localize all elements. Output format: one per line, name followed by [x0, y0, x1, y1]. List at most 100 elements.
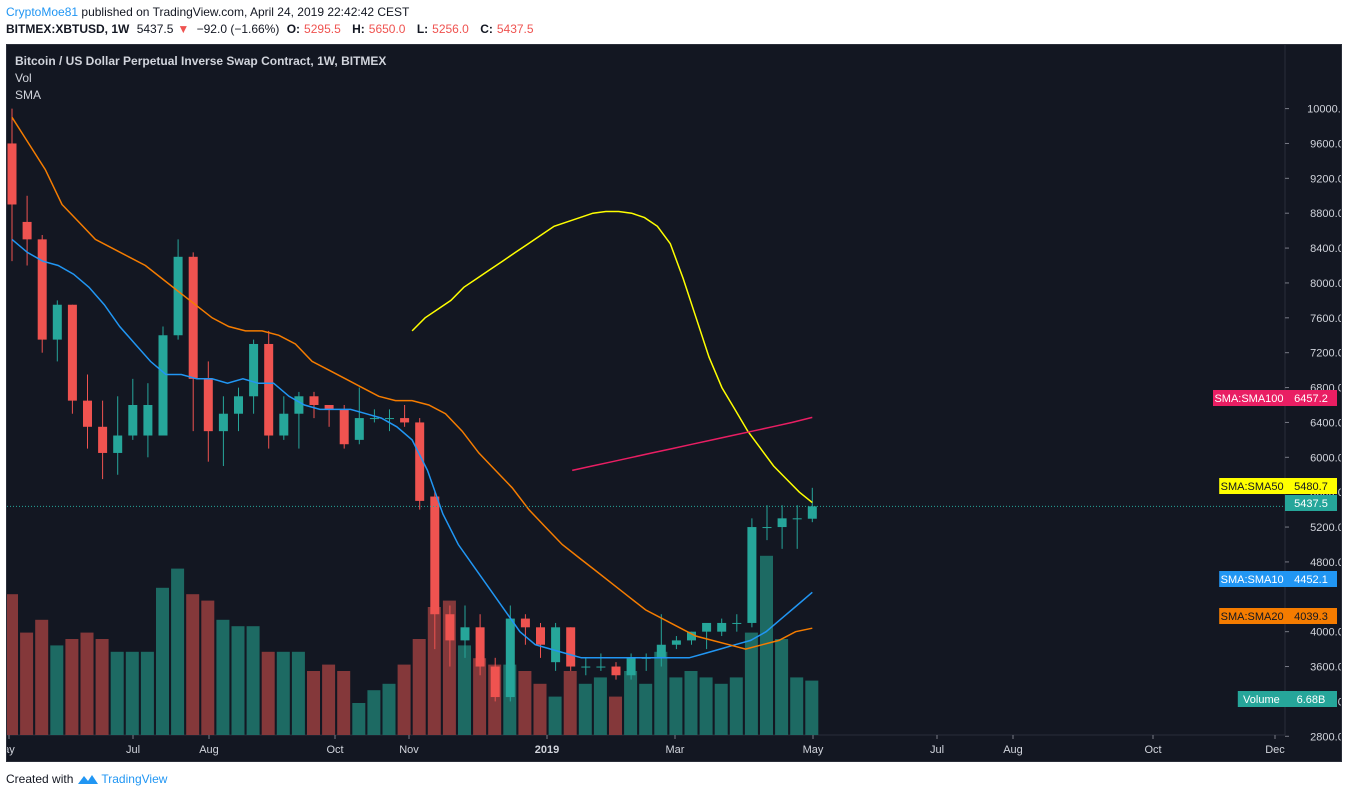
low-label: L:	[416, 22, 429, 36]
close-value: 5437.5	[496, 22, 534, 36]
candle[interactable]	[309, 396, 319, 405]
volume-bar	[729, 677, 743, 735]
chart-panel[interactable]: 10000.0 9600.0 9200.0 8800.0 8400.0 8000.0 760…	[6, 44, 1342, 762]
candle[interactable]	[536, 627, 545, 645]
candle[interactable]	[173, 256, 183, 336]
candle[interactable]	[732, 622, 742, 624]
candle[interactable]	[415, 422, 425, 501]
candle[interactable]	[7, 143, 17, 205]
x-tick-label: Dec	[1265, 744, 1285, 756]
candle[interactable]	[475, 627, 485, 667]
candle[interactable]	[67, 304, 77, 401]
candle[interactable]	[626, 657, 636, 676]
volume-bar	[593, 677, 607, 735]
y-tick-label: 9600.0	[1310, 138, 1341, 150]
candle[interactable]	[234, 396, 243, 414]
candle[interactable]	[747, 527, 757, 623]
series-name-label: SMA:SMA10	[1221, 574, 1284, 586]
published-text: published on TradingView.com, April 24, …	[81, 5, 410, 19]
price-tag-label: 6457.2	[1294, 393, 1328, 405]
tradingview-logo[interactable]: TradingView	[77, 772, 167, 786]
candle[interactable]	[581, 666, 591, 668]
y-tick-label: 9200.0	[1310, 173, 1341, 185]
candle[interactable]	[339, 409, 349, 445]
volume-bar	[276, 651, 290, 735]
candle[interactable]	[566, 627, 576, 667]
candle[interactable]	[460, 627, 470, 641]
candle[interactable]	[385, 418, 394, 420]
sma-line	[411, 210, 813, 504]
candle[interactable]	[279, 413, 289, 436]
candle[interactable]	[249, 343, 259, 397]
candle[interactable]	[400, 418, 410, 423]
volume-bar	[261, 651, 275, 735]
candle[interactable]	[37, 239, 47, 340]
candle[interactable]	[294, 396, 304, 414]
candle[interactable]	[551, 627, 561, 663]
x-tick-label: 2019	[535, 744, 559, 756]
candle[interactable]	[505, 618, 515, 698]
author-link[interactable]: CryptoMoe81	[6, 5, 79, 19]
legend-vol[interactable]: Vol	[15, 71, 32, 85]
sma-line	[11, 116, 813, 650]
candle[interactable]	[717, 622, 727, 632]
candle[interactable]	[671, 640, 681, 645]
price-tag	[1285, 495, 1337, 511]
candle[interactable]	[807, 506, 817, 519]
series-name-tag	[1213, 390, 1285, 406]
price-tag	[1285, 478, 1337, 494]
y-tick-label: 8800.0	[1310, 208, 1341, 220]
candle[interactable]	[702, 622, 712, 632]
chart-legend: Bitcoin / US Dollar Perpetual Inverse Sw…	[15, 53, 386, 104]
candle[interactable]	[777, 518, 787, 528]
open-value: 5295.5	[304, 22, 341, 36]
candle[interactable]	[188, 256, 198, 379]
candle[interactable]	[445, 614, 455, 641]
x-tick-label: Oct	[1144, 744, 1161, 756]
candle[interactable]	[520, 618, 530, 628]
candle[interactable]	[218, 413, 228, 432]
volume-bar	[669, 677, 683, 735]
volume-bar	[337, 671, 351, 735]
price-tag-label: 4039.3	[1294, 611, 1328, 623]
candle[interactable]	[264, 343, 274, 436]
candle[interactable]	[128, 405, 138, 436]
sma-line	[572, 416, 813, 472]
y-tick-label: 4000.0	[1310, 627, 1341, 639]
volume-bar	[80, 632, 94, 735]
candle[interactable]	[203, 378, 213, 432]
candle[interactable]	[611, 666, 621, 676]
volume-bar	[397, 664, 411, 735]
candle[interactable]	[52, 304, 62, 340]
candle[interactable]	[762, 527, 772, 529]
candle[interactable]	[369, 418, 379, 420]
candle[interactable]	[490, 666, 500, 698]
series-name-label: SMA:SMA20	[1221, 611, 1284, 623]
volume-bar	[412, 639, 426, 735]
candle[interactable]	[143, 405, 153, 436]
high-label: H:	[352, 22, 365, 36]
candle[interactable]	[354, 418, 364, 440]
volume-bar	[624, 671, 638, 735]
volume-bar	[458, 645, 471, 735]
volume-bar	[518, 671, 532, 735]
volume-bar	[231, 626, 245, 735]
candle[interactable]	[792, 518, 802, 520]
candle[interactable]	[687, 631, 696, 641]
legend-sma[interactable]: SMA	[15, 88, 42, 102]
candle[interactable]	[430, 496, 440, 615]
candle[interactable]	[98, 426, 108, 453]
candle[interactable]	[656, 644, 666, 658]
candle[interactable]	[22, 221, 32, 240]
candlestick-chart[interactable]: 10000.0 9600.0 9200.0 8800.0 8400.0 8000.0 760…	[7, 45, 1341, 761]
volume-bar	[367, 690, 381, 735]
volume-bar	[654, 651, 668, 735]
series-name-tag	[1237, 691, 1285, 707]
x-tick-label: Mar	[666, 744, 685, 756]
candle[interactable]	[324, 405, 334, 410]
candle[interactable]	[113, 435, 123, 453]
volume-bar	[684, 671, 698, 735]
candle[interactable]	[83, 400, 92, 427]
candle[interactable]	[158, 335, 168, 436]
candle[interactable]	[596, 666, 606, 668]
